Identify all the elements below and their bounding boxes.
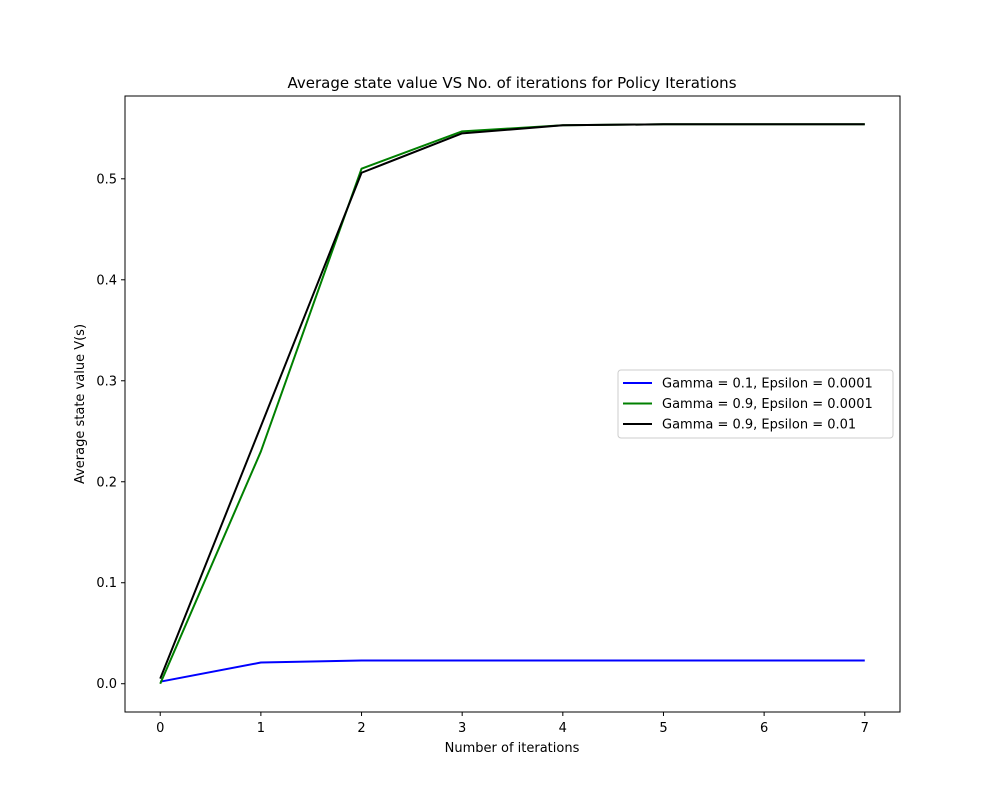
legend-label-3: Gamma = 0.9, Epsilon = 0.01 xyxy=(662,418,856,433)
x-axis-label: Number of iterations xyxy=(445,741,580,756)
y-tick-label: 0.2 xyxy=(96,475,117,490)
y-tick-label: 0.3 xyxy=(96,374,117,389)
x-tick-label: 3 xyxy=(458,721,466,736)
x-tick-label: 5 xyxy=(659,721,667,736)
x-tick-label: 1 xyxy=(257,721,265,736)
legend-box xyxy=(617,369,894,439)
x-tick-label: 6 xyxy=(760,721,768,736)
tick-layer: 0 1 2 3 4 5 6 7 0.0 0.1 0.2 0.3 0.4 0.5 xyxy=(96,172,869,736)
y-axis-label: Average state value V(s) xyxy=(73,324,88,484)
plot-frame xyxy=(124,95,901,713)
legend: Gamma = 0.1, Epsilon = 0.0001 Gamma = 0.9… xyxy=(617,369,894,439)
series-layer xyxy=(159,123,865,685)
y-tick-label: 0.0 xyxy=(96,677,117,692)
y-tick-label: 0.1 xyxy=(96,576,117,591)
y-tick-label: 0.5 xyxy=(96,172,117,187)
x-tick-label: 4 xyxy=(559,721,567,736)
legend-label-1: Gamma = 0.1, Epsilon = 0.0001 xyxy=(662,377,873,392)
y-tick-label: 0.4 xyxy=(96,273,117,288)
series-line-3 xyxy=(159,123,865,680)
x-tick-label: 7 xyxy=(861,721,869,736)
chart-title: Average state value VS No. of iterations… xyxy=(287,74,736,92)
x-tick-label: 0 xyxy=(156,721,164,736)
x-tick-label: 2 xyxy=(357,721,365,736)
series-line-1 xyxy=(160,659,865,683)
legend-label-2: Gamma = 0.9, Epsilon = 0.0001 xyxy=(662,397,873,412)
